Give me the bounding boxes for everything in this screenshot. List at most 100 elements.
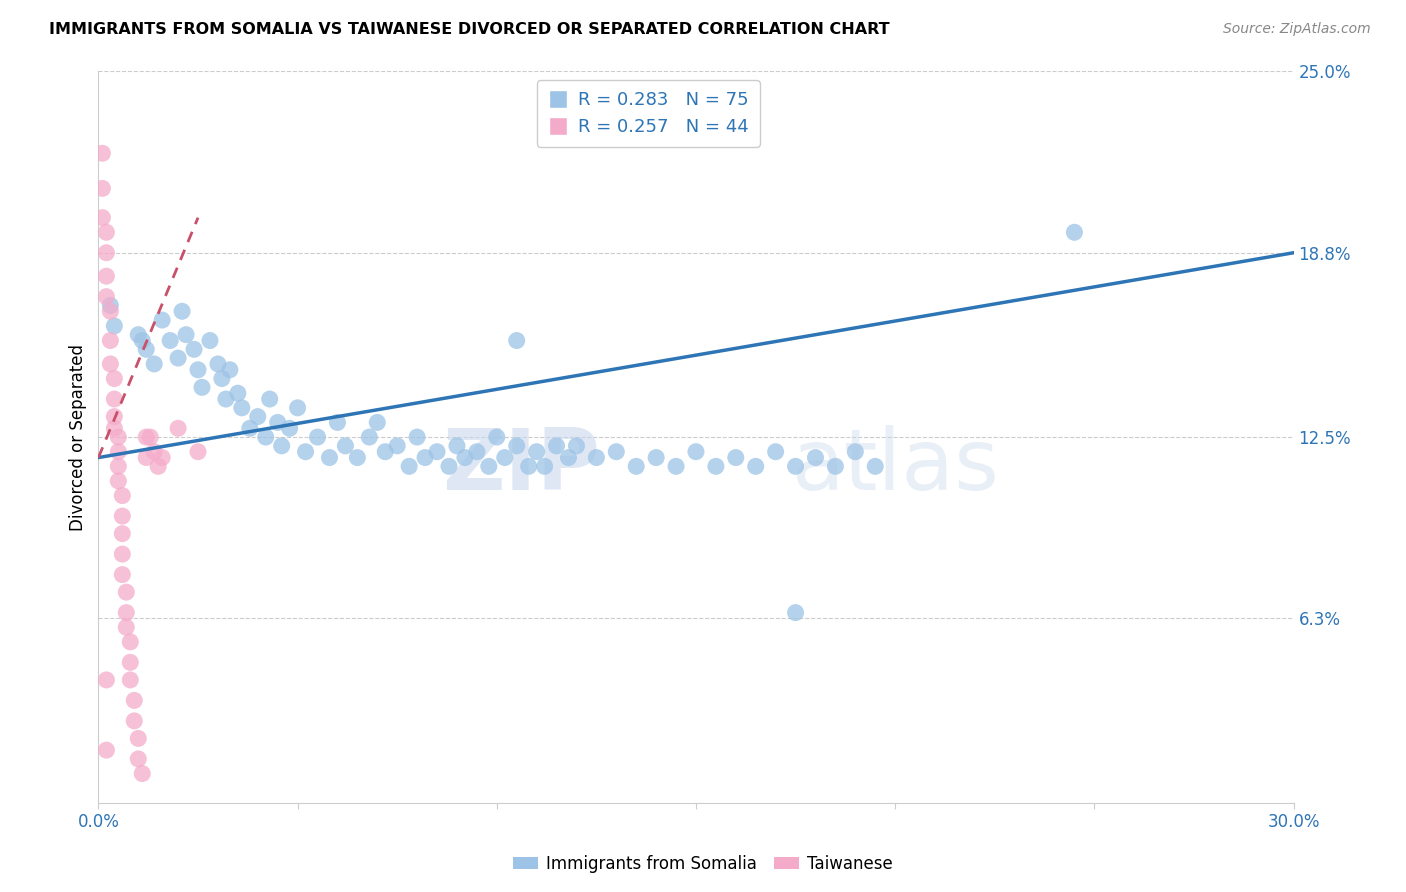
Point	[139, 430, 162, 444]
Legend: R = 0.283   N = 75, R = 0.257   N = 44: R = 0.283 N = 75, R = 0.257 N = 44	[537, 80, 759, 147]
Point	[398, 459, 420, 474]
Point	[506, 439, 529, 453]
Point	[533, 459, 555, 474]
Point	[413, 450, 436, 465]
Point	[187, 363, 209, 377]
Point	[100, 304, 122, 318]
Point	[172, 304, 194, 318]
Point	[191, 380, 214, 394]
Point	[103, 409, 125, 424]
Point	[745, 459, 768, 474]
Point	[131, 334, 153, 348]
Point	[219, 363, 242, 377]
Point	[96, 673, 118, 687]
Point	[231, 401, 253, 415]
Point	[96, 245, 118, 260]
Point	[385, 439, 409, 453]
Point	[167, 421, 190, 435]
Point	[485, 430, 508, 444]
Point	[557, 450, 579, 465]
Point	[506, 334, 529, 348]
Point	[107, 430, 129, 444]
Point	[215, 392, 238, 406]
Point	[131, 766, 153, 780]
Point	[626, 459, 648, 474]
Point	[446, 439, 468, 453]
Point	[115, 585, 138, 599]
Point	[359, 430, 381, 444]
Point	[143, 357, 166, 371]
Point	[565, 439, 588, 453]
Point	[374, 444, 396, 458]
Point	[115, 620, 138, 634]
Point	[174, 327, 197, 342]
Point	[478, 459, 501, 474]
Point	[844, 444, 866, 458]
Point	[307, 430, 329, 444]
Point	[605, 444, 627, 458]
Point	[96, 225, 118, 239]
Point	[645, 450, 668, 465]
Point	[685, 444, 707, 458]
Text: atlas: atlas	[792, 425, 1000, 508]
Y-axis label: Divorced or Separated: Divorced or Separated	[69, 343, 87, 531]
Point	[120, 673, 142, 687]
Point	[167, 351, 190, 365]
Point	[294, 444, 316, 458]
Point	[103, 371, 125, 385]
Point	[246, 409, 269, 424]
Point	[1063, 225, 1085, 239]
Point	[100, 334, 122, 348]
Point	[103, 392, 125, 406]
Point	[111, 509, 134, 524]
Point	[107, 444, 129, 458]
Point	[211, 371, 233, 385]
Point	[346, 450, 368, 465]
Legend: Immigrants from Somalia, Taiwanese: Immigrants from Somalia, Taiwanese	[506, 848, 900, 880]
Point	[278, 421, 301, 435]
Text: Source: ZipAtlas.com: Source: ZipAtlas.com	[1223, 22, 1371, 37]
Text: IMMIGRANTS FROM SOMALIA VS TAIWANESE DIVORCED OR SEPARATED CORRELATION CHART: IMMIGRANTS FROM SOMALIA VS TAIWANESE DIV…	[49, 22, 890, 37]
Point	[207, 357, 229, 371]
Point	[96, 743, 118, 757]
Point	[127, 752, 149, 766]
Point	[198, 334, 221, 348]
Point	[150, 313, 173, 327]
Point	[187, 444, 209, 458]
Point	[120, 656, 142, 670]
Point	[704, 459, 727, 474]
Point	[259, 392, 281, 406]
Point	[183, 343, 205, 357]
Point	[267, 416, 290, 430]
Point	[148, 459, 170, 474]
Point	[103, 421, 125, 435]
Point	[239, 421, 262, 435]
Point	[111, 567, 134, 582]
Point	[785, 459, 807, 474]
Point	[863, 459, 887, 474]
Point	[785, 606, 807, 620]
Point	[100, 357, 122, 371]
Point	[517, 459, 540, 474]
Point	[135, 430, 157, 444]
Point	[546, 439, 568, 453]
Point	[111, 489, 134, 503]
Point	[526, 444, 548, 458]
Point	[226, 386, 249, 401]
Point	[124, 714, 146, 728]
Point	[111, 547, 134, 561]
Point	[270, 439, 292, 453]
Point	[96, 269, 118, 284]
Point	[465, 444, 488, 458]
Point	[127, 327, 149, 342]
Point	[91, 146, 114, 161]
Point	[91, 181, 114, 195]
Point	[426, 444, 449, 458]
Point	[254, 430, 277, 444]
Point	[135, 450, 157, 465]
Point	[150, 450, 173, 465]
Point	[804, 450, 827, 465]
Point	[437, 459, 460, 474]
Point	[115, 606, 138, 620]
Point	[494, 450, 516, 465]
